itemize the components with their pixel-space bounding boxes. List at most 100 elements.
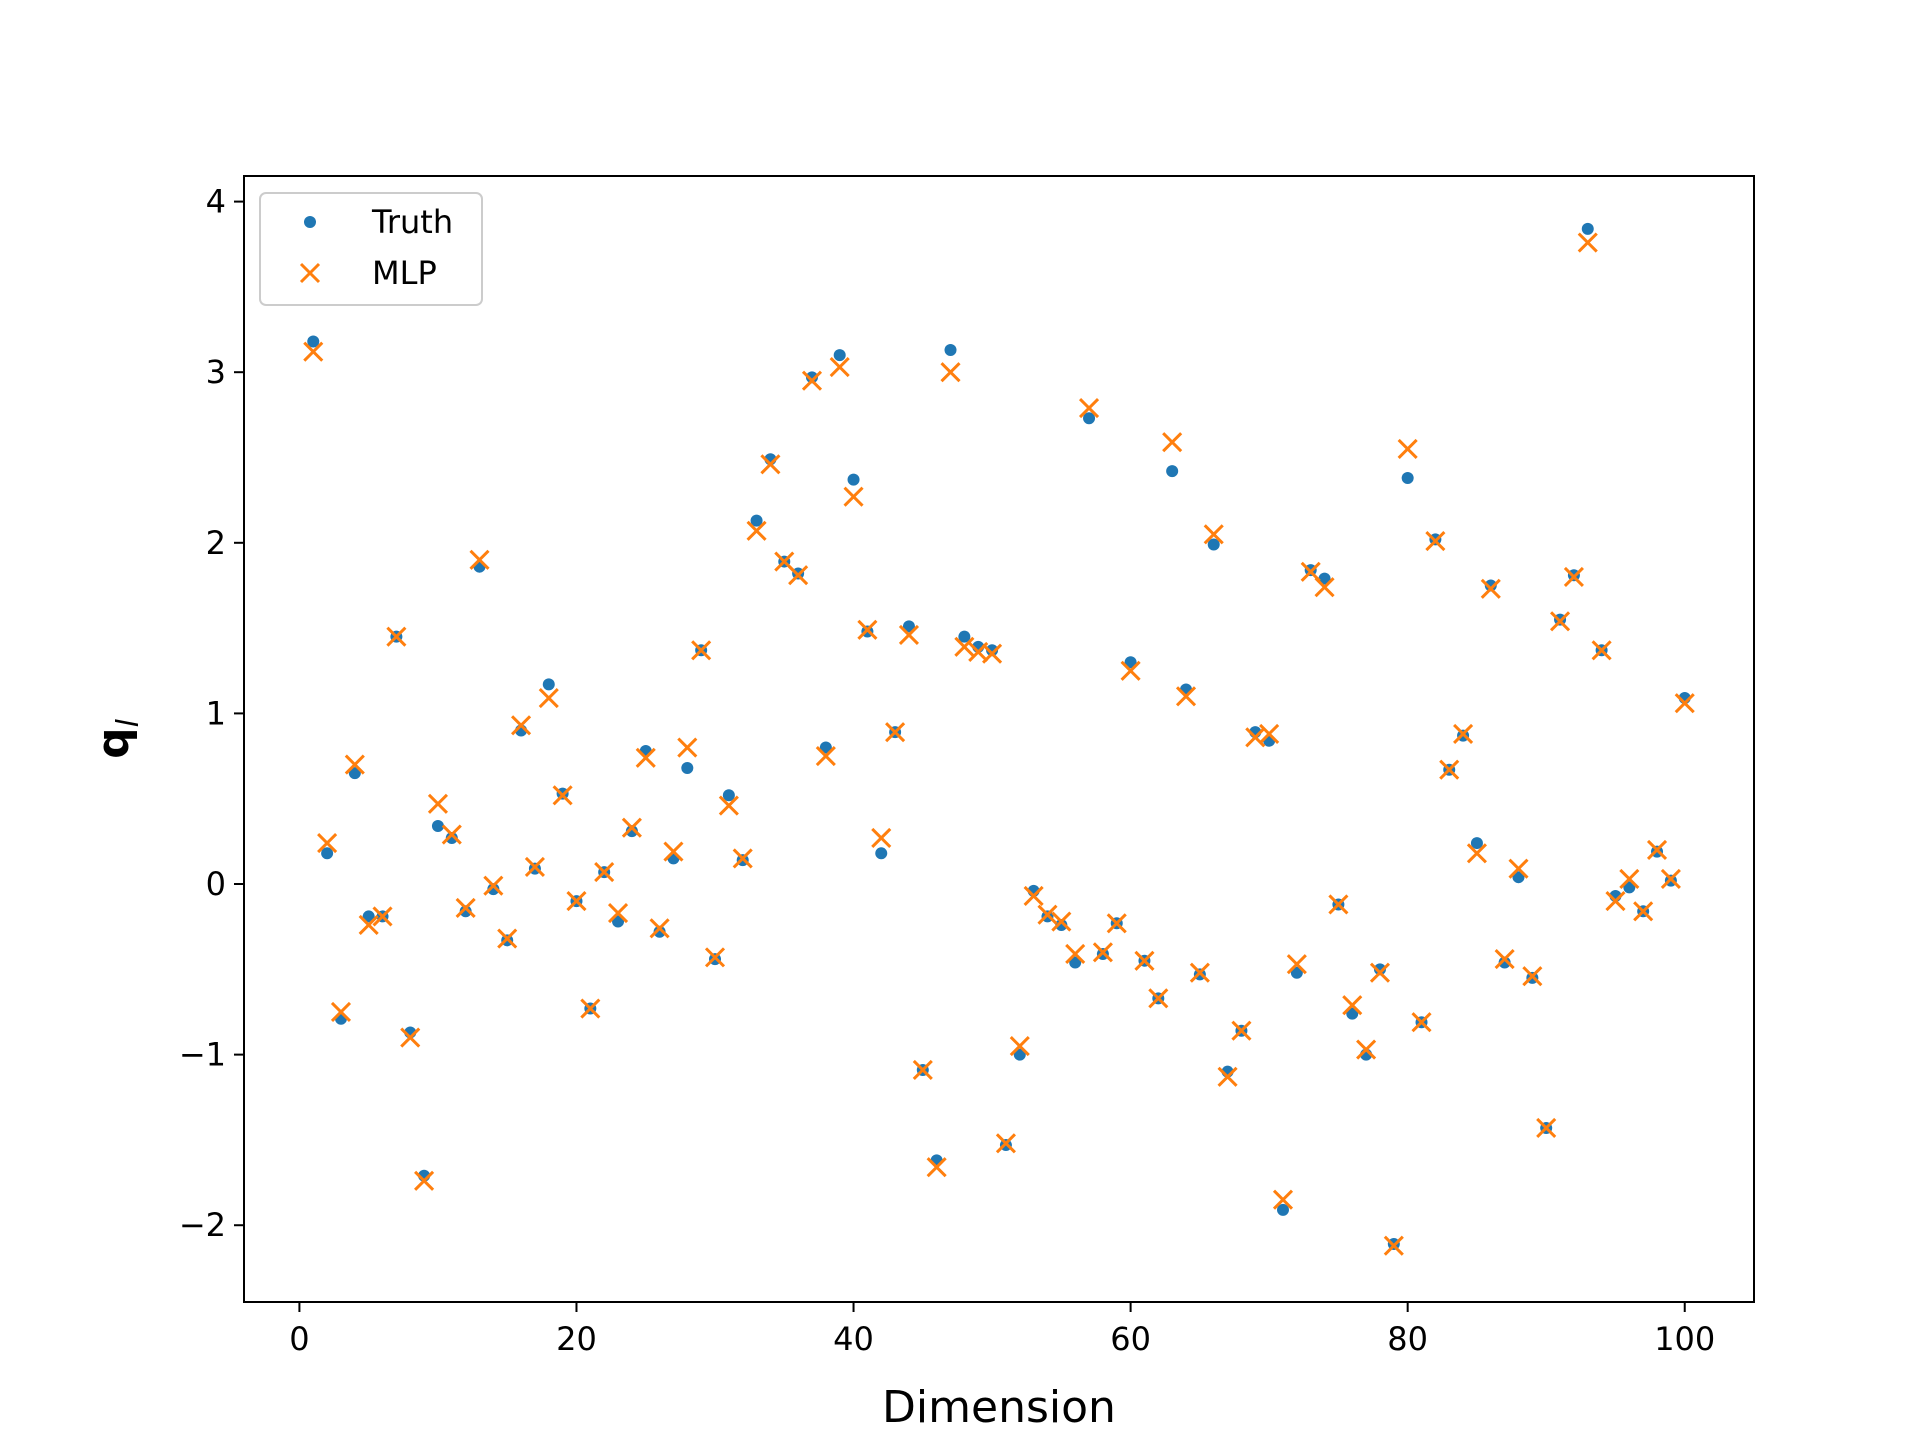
truth-point (833, 349, 846, 362)
mlp-point (871, 827, 892, 849)
x-tick-label-5: 100 (1654, 1320, 1715, 1358)
mlp-point (898, 624, 920, 645)
mlp-point (1619, 868, 1640, 889)
mlp-point (1009, 1036, 1030, 1057)
truth-point (1069, 956, 1082, 969)
mlp-point (1106, 913, 1127, 934)
truth-point (986, 644, 999, 657)
mlp-point (1023, 885, 1044, 907)
mlp-point (1065, 943, 1086, 965)
mlp-point (912, 1059, 933, 1081)
mlp-point (427, 793, 449, 814)
x-tick-label-2: 40 (833, 1320, 874, 1358)
y-tick-label-0: −2 (179, 1206, 226, 1244)
truth-point (612, 915, 625, 928)
y-tick-label-5: 3 (206, 353, 226, 391)
y-tick-label-3: 1 (206, 694, 226, 732)
truth-point (847, 473, 860, 486)
truth-point (348, 767, 361, 780)
truth-point (1498, 956, 1511, 969)
truth-point (1346, 1007, 1359, 1020)
mlp-series (303, 232, 1695, 1256)
mlp-point (511, 715, 532, 736)
truth-point (542, 678, 555, 691)
truth-point (1083, 412, 1096, 425)
mlp-point (303, 341, 324, 362)
truth-point (1276, 1203, 1289, 1216)
truth-point (445, 831, 458, 844)
mlp-point (1453, 723, 1474, 744)
legend-mlp-marker (299, 262, 321, 284)
truth-point (362, 910, 375, 923)
mlp-point (1480, 578, 1501, 599)
mlp-point (400, 1027, 421, 1048)
truth-point (958, 630, 971, 643)
mlp-point (455, 897, 476, 918)
x-tick-label-3: 60 (1110, 1320, 1151, 1358)
mlp-point (815, 746, 836, 767)
mlp-point (760, 454, 781, 475)
x-axis-title: Dimension (882, 1382, 1116, 1433)
y-tick-label-6: 4 (206, 183, 226, 221)
mlp-point (1162, 432, 1183, 453)
mlp-point (1577, 232, 1598, 253)
truth-point (431, 820, 444, 833)
mlp-point (1549, 611, 1571, 632)
truth-point (307, 335, 320, 348)
mlp-point (1078, 397, 1100, 419)
truth-point (1166, 465, 1179, 478)
mlp-point (1563, 566, 1584, 587)
y-axis-title: ql (88, 718, 146, 759)
y-tick-label-4: 2 (206, 524, 226, 562)
mlp-point (691, 640, 712, 661)
mlp-point (1425, 531, 1446, 552)
y-axis-title-main: q (88, 727, 139, 759)
mlp-point (663, 841, 684, 862)
mlp-point (1674, 693, 1695, 714)
mlp-point (635, 747, 656, 768)
truth-point (944, 344, 957, 357)
mlp-point (538, 687, 559, 709)
mlp-point (954, 636, 975, 657)
mlp-point (926, 1157, 947, 1178)
legend-mlp-label: MLP (372, 254, 437, 292)
mlp-point (1411, 1012, 1432, 1033)
mlp-point (1508, 858, 1529, 879)
mlp-point (1217, 1066, 1238, 1087)
mlp-point (1369, 962, 1391, 983)
mlp-point (497, 928, 518, 949)
mlp-point (483, 875, 504, 896)
mlp-point (1633, 901, 1654, 922)
truth-point (681, 762, 694, 775)
y-tick-label-2: 0 (206, 865, 226, 903)
mlp-point (718, 795, 739, 816)
mlp-point (1092, 942, 1113, 963)
mlp-point (829, 357, 850, 378)
mlp-point (1466, 843, 1488, 864)
truth-point (487, 883, 500, 896)
mlp-point (857, 619, 878, 640)
legend: Truth MLP (259, 192, 483, 306)
truth-point (750, 514, 763, 527)
truth-point (1013, 1048, 1026, 1061)
mlp-point (1175, 686, 1197, 707)
truth-point (819, 741, 832, 754)
truth-point (321, 847, 334, 860)
mlp-point (1494, 949, 1515, 970)
mlp-point (1660, 868, 1681, 889)
mlp-point (1397, 438, 1418, 460)
truth-point (722, 789, 735, 802)
mlp-point (607, 902, 629, 924)
mlp-point (995, 1133, 1016, 1154)
mlp-point (1203, 524, 1224, 545)
x-tick-label-4: 80 (1387, 1320, 1428, 1358)
truth-point (805, 371, 818, 384)
mlp-point (441, 824, 462, 845)
truth-point (1512, 871, 1525, 884)
mlp-point (1272, 1189, 1294, 1210)
truth-point (1124, 656, 1137, 669)
truth-point (1581, 222, 1594, 235)
mlp-point (1134, 950, 1155, 971)
mlp-point (566, 891, 587, 912)
mlp-point (1342, 995, 1363, 1016)
